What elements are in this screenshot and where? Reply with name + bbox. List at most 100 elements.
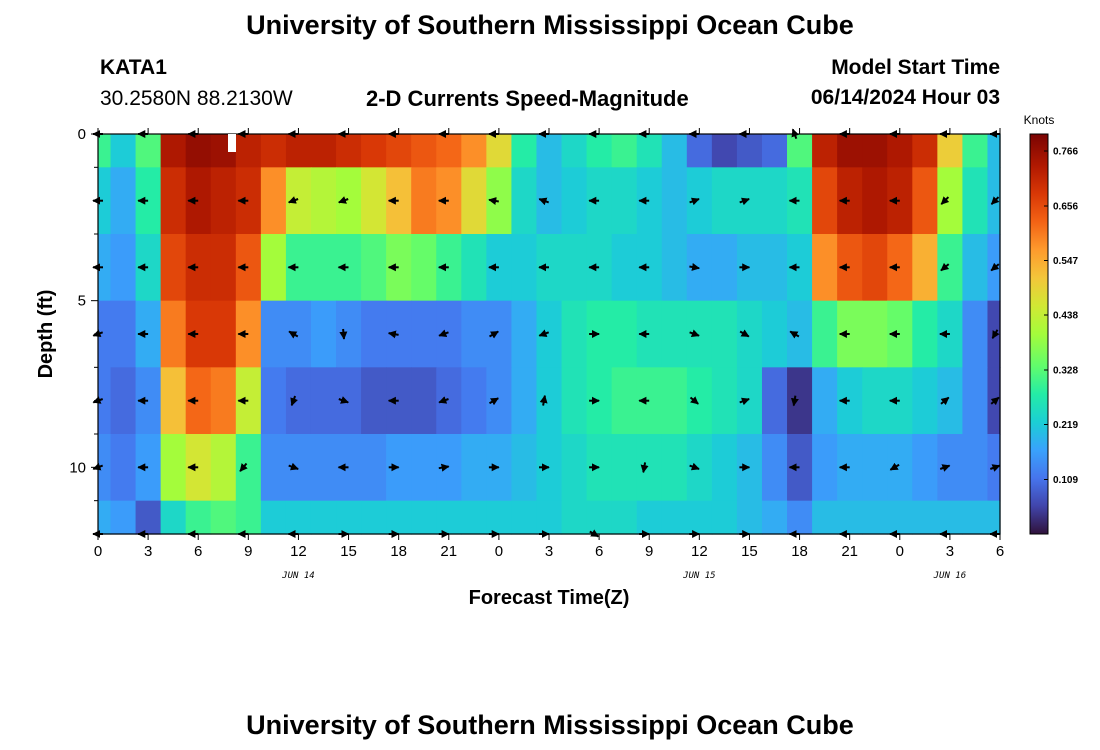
- heatmap-cell: [736, 500, 763, 535]
- heatmap-cell: [461, 434, 487, 502]
- heatmap-cell: [210, 500, 237, 535]
- heatmap-cell: [686, 134, 713, 168]
- heatmap-cell: [937, 500, 964, 535]
- colorbar-tick-label: 0.766: [1053, 147, 1078, 158]
- current-vector: [640, 462, 649, 474]
- heatmap-cell: [561, 134, 588, 168]
- heatmap-cell: [761, 367, 788, 435]
- heatmap-cell: [436, 500, 462, 535]
- heatmap-cell: [812, 300, 838, 368]
- current-vector: [538, 197, 550, 206]
- heatmap-cell: [536, 500, 563, 535]
- current-vector: [990, 196, 1000, 205]
- heatmap-cell: [461, 134, 487, 168]
- heatmap-cell: [912, 300, 938, 368]
- heatmap-cell: [486, 300, 513, 368]
- colorbar-tick-label: 0.219: [1053, 420, 1078, 431]
- y-axis-title: Depth (ft): [35, 290, 57, 379]
- heatmap-cell: [411, 167, 437, 235]
- heatmap-cell: [160, 134, 187, 168]
- heatmap-cell: [937, 134, 964, 168]
- colorbar-tick-label: 0.438: [1053, 311, 1078, 322]
- heatmap-cell: [361, 134, 387, 168]
- x-axis-title: Forecast Time(Z): [469, 587, 630, 609]
- heatmap-cell: [887, 500, 913, 535]
- heatmap-cell: [461, 367, 487, 435]
- x-tick-label: 0: [896, 543, 904, 560]
- x-tick-label: 12: [290, 543, 307, 560]
- y-tick-label: 5: [78, 293, 86, 310]
- heatmap-cell: [411, 234, 437, 302]
- current-vector: [689, 329, 700, 338]
- current-vector: [989, 464, 1001, 472]
- current-vector: [438, 463, 450, 472]
- heatmap-cell: [962, 134, 989, 168]
- heatmap-cell: [361, 300, 387, 368]
- heatmap-cell: [761, 167, 788, 235]
- heatmap-cell: [761, 234, 788, 302]
- current-vector: [940, 396, 950, 406]
- heatmap-cell: [962, 500, 989, 535]
- heatmap-cell: [160, 434, 187, 502]
- heatmap-cell: [411, 300, 437, 368]
- heatmap-cell: [787, 134, 813, 168]
- current-vector: [288, 330, 299, 339]
- heatmap-cell: [411, 434, 437, 502]
- heatmap-cell: [987, 500, 1001, 535]
- x-tick-label: 6: [996, 543, 1004, 560]
- heatmap-cell: [160, 500, 187, 535]
- heatmap-cell: [411, 500, 437, 535]
- heatmap-cell: [98, 300, 112, 368]
- heatmap-cell: [812, 134, 838, 168]
- current-vector: [689, 396, 699, 405]
- heatmap-cell: [661, 167, 688, 235]
- x-tick-label: 0: [94, 543, 102, 560]
- heatmap-cell: [511, 500, 538, 535]
- heatmap-cell: [260, 134, 287, 168]
- heatmap-cell: [611, 434, 638, 502]
- heatmap-cell: [210, 434, 237, 502]
- x-tick-label: 15: [741, 543, 758, 560]
- x-tick-label: 6: [595, 543, 603, 560]
- heatmap-cell: [511, 434, 538, 502]
- heatmap-cell: [260, 500, 287, 535]
- x-tick-label: 18: [791, 543, 808, 560]
- heatmap-cell: [210, 300, 237, 368]
- heatmap-cell: [98, 434, 112, 502]
- heatmap-cell: [285, 500, 312, 535]
- x-tick-label: 9: [244, 543, 252, 560]
- station-coords: 30.2580N 88.2130W: [100, 87, 293, 110]
- heatmap-cell: [586, 134, 613, 168]
- heatmap-cell: [511, 167, 538, 235]
- heatmap-cell: [636, 500, 663, 535]
- current-vector: [239, 462, 248, 472]
- heatmap-cell: [98, 134, 112, 168]
- heatmap-cell: [310, 367, 337, 435]
- heatmap-cell: [260, 300, 287, 368]
- heatmap-cell: [561, 167, 588, 235]
- current-vector: [287, 196, 299, 204]
- heatmap-cell: [686, 434, 713, 502]
- current-vector: [990, 396, 1000, 406]
- heatmap-cell: [110, 234, 137, 302]
- heatmap-cell: [787, 367, 813, 435]
- heatmap-cell: [260, 367, 287, 435]
- heatmap-cell: [636, 134, 663, 168]
- heatmap-cell: [235, 500, 262, 535]
- heatmap-cell: [862, 434, 888, 502]
- heatmap-cell: [98, 167, 112, 235]
- heatmap-cell: [937, 167, 964, 235]
- current-vector: [438, 329, 449, 338]
- heatmap-cell: [511, 134, 538, 168]
- heatmap-cell: [962, 167, 989, 235]
- heatmap-cell: [862, 234, 888, 302]
- heatmap-cell: [862, 367, 888, 435]
- heatmap-cell: [536, 134, 563, 168]
- heatmap-cell: [912, 367, 938, 435]
- heatmap-cell: [386, 134, 412, 168]
- heatmap-cell: [310, 300, 337, 368]
- current-vector: [739, 329, 750, 338]
- heatmap-cell: [937, 234, 964, 302]
- current-vector: [889, 462, 900, 471]
- heatmap-cell: [160, 367, 187, 435]
